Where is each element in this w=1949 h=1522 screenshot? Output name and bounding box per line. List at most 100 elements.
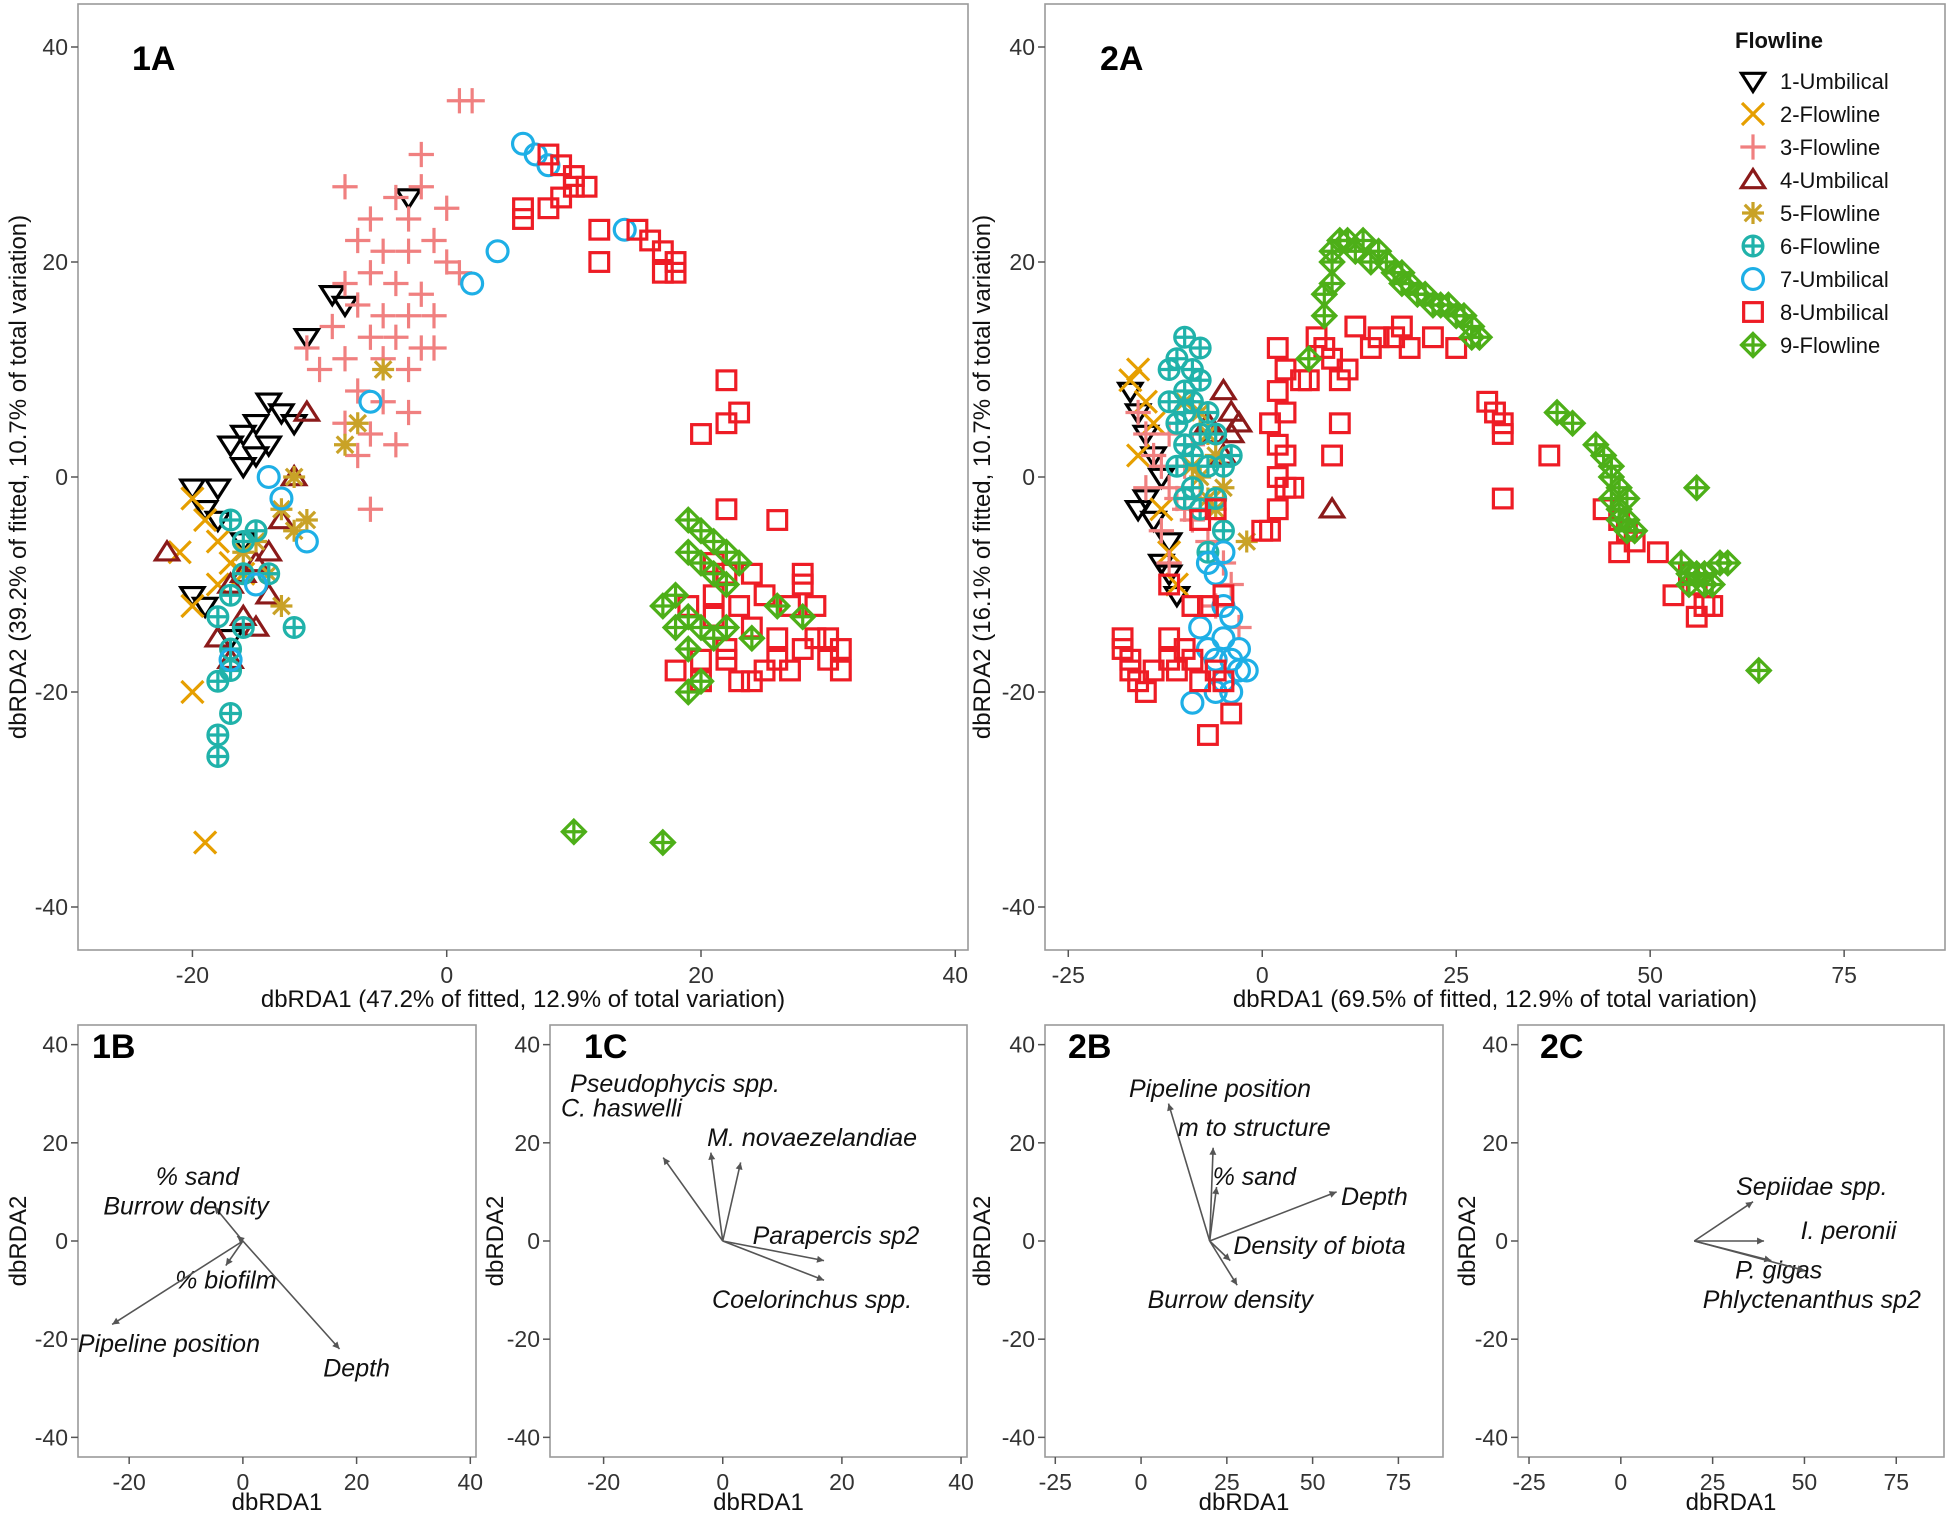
point-5-flowline xyxy=(1189,466,1212,488)
panel-label: 2A xyxy=(1100,40,1143,78)
point-9-flowline xyxy=(1713,549,1742,577)
x-tick-label: 0 xyxy=(440,962,453,988)
panel-1b: -20 0 20 40 -40 -20 0 20 40 dbRDA1 dbRDA2 1B % sandB… xyxy=(5,1024,483,1516)
y-tick-label: 40 xyxy=(514,1032,540,1058)
panel-label: 1A xyxy=(132,40,175,78)
point-9-flowline xyxy=(712,613,741,642)
point-7-umbilical xyxy=(243,572,269,597)
point-2-flowline xyxy=(180,486,205,511)
point-8-umbilical xyxy=(1266,498,1289,521)
x-tick-label: 0 xyxy=(1135,1469,1148,1495)
point-8-umbilical xyxy=(753,584,776,607)
series-8-umbilical xyxy=(1111,315,1724,746)
legend-swatch-4-umbilical xyxy=(1738,166,1768,190)
vector-arrowhead xyxy=(1209,1147,1217,1155)
point-4-umbilical xyxy=(1224,409,1254,433)
point-8-umbilical xyxy=(1685,605,1708,628)
point-7-umbilical xyxy=(358,389,383,414)
point-9-flowline xyxy=(1675,570,1703,599)
point-8-umbilical xyxy=(1390,315,1413,338)
point-8-umbilical xyxy=(651,261,674,284)
point-3-flowline xyxy=(357,324,384,350)
point-5-flowline xyxy=(283,466,306,488)
point-3-flowline xyxy=(306,356,333,383)
y-axis-label: dbRDA2 (39.2% of fitted, 10.7% of total … xyxy=(5,215,32,739)
vector-label-i-peronii: I. peronii xyxy=(1801,1217,1898,1245)
y-tick-label: 20 xyxy=(42,1130,68,1156)
vector-label-sand: % sand xyxy=(156,1163,240,1191)
x-tick-label: 75 xyxy=(1386,1469,1412,1495)
point-4-umbilical xyxy=(254,538,284,562)
point-9-flowline xyxy=(699,559,728,588)
point-8-umbilical xyxy=(512,208,534,230)
y-tick-label: -20 xyxy=(35,679,68,705)
points-layer xyxy=(152,88,852,857)
point-8-umbilical xyxy=(1328,412,1351,435)
point-4-umbilical xyxy=(241,549,271,573)
x-axis-label: dbRDA1 xyxy=(1686,1489,1777,1516)
point-1-umbilical xyxy=(177,478,207,502)
vector-label-phlyctenanthus-sp2: Phlyctenanthus sp2 xyxy=(1703,1286,1921,1314)
point-7-umbilical xyxy=(269,486,294,511)
point-3-flowline xyxy=(383,270,409,297)
vector-pipeline-position xyxy=(1167,1103,1211,1242)
point-8-umbilical xyxy=(1646,541,1669,564)
point-3-flowline xyxy=(383,324,409,350)
point-1-umbilical xyxy=(203,478,233,502)
point-2-flowline xyxy=(205,529,230,554)
x-tick-label: 0 xyxy=(1614,1469,1627,1495)
legend-label: 1-Umbilical xyxy=(1780,69,1889,94)
point-3-flowline xyxy=(294,335,320,361)
point-1-umbilical xyxy=(266,403,296,426)
point-9-flowline xyxy=(788,602,817,631)
series-9-flowline xyxy=(1294,226,1773,685)
point-6-flowline xyxy=(1157,390,1181,414)
point-7-umbilical xyxy=(1188,615,1213,640)
point-6-flowline xyxy=(219,583,243,607)
point-4-umbilical xyxy=(1216,399,1246,422)
point-8-umbilical xyxy=(728,595,751,617)
point-8-umbilical xyxy=(1282,476,1305,499)
panel-2c: -25 0 25 50 75 -40 -20 0 20 40 dbRDA1 dbRDA2 2C Sepii… xyxy=(1454,1024,1945,1516)
plot-frame xyxy=(77,3,969,951)
vector-arrowhead xyxy=(214,1206,222,1215)
point-4-umbilical xyxy=(152,538,182,562)
point-3-flowline xyxy=(357,206,384,232)
y-tick-label: 40 xyxy=(1009,1032,1035,1058)
point-6-flowline xyxy=(219,508,243,532)
panel-1c: -20 0 20 40 -40 -20 0 20 40 dbRDA1 dbRDA2 1C Pseudop… xyxy=(482,1024,974,1516)
vector-arrowhead xyxy=(816,1274,825,1282)
x-tick-label: 25 xyxy=(1443,962,1469,988)
x-tick-label: 40 xyxy=(948,1469,974,1495)
point-6-flowline xyxy=(244,519,268,543)
vector-arrowhead xyxy=(1222,1253,1231,1261)
point-3-flowline xyxy=(395,399,422,426)
point-3-flowline xyxy=(345,292,371,318)
y-tick-label: -40 xyxy=(507,1424,540,1450)
point-9-flowline xyxy=(649,592,677,620)
point-6-flowline xyxy=(206,723,230,747)
point-1-umbilical xyxy=(254,435,284,459)
legend-swatch-1-umbilical xyxy=(1738,71,1768,95)
vector-label-depth: Depth xyxy=(323,1355,390,1383)
vector-pseudophycis-spp xyxy=(662,1157,724,1242)
point-8-umbilical xyxy=(715,412,738,435)
x-tick-label: -25 xyxy=(1052,962,1085,988)
point-3-flowline xyxy=(395,238,422,264)
legend-item-2-flowline: 2-Flowline xyxy=(1740,101,1880,127)
point-5-flowline xyxy=(346,412,369,435)
point-8-umbilical xyxy=(766,509,789,531)
point-6-flowline xyxy=(1173,401,1197,424)
point-1-umbilical xyxy=(1123,499,1153,523)
point-8-umbilical xyxy=(1421,326,1444,349)
legend-item-1-umbilical: 1-Umbilical xyxy=(1738,69,1889,95)
point-8-umbilical xyxy=(766,627,789,650)
x-tick-label: 50 xyxy=(1637,962,1663,988)
vector-label-parapercis-sp2: Parapercis sp2 xyxy=(753,1222,920,1250)
point-6-flowline xyxy=(1204,422,1228,446)
point-8-umbilical xyxy=(1445,337,1468,359)
y-axis-label: dbRDA2 xyxy=(5,1196,32,1287)
point-5-flowline xyxy=(1235,530,1258,553)
